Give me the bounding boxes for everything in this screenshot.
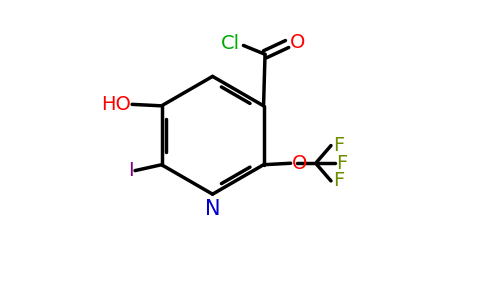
Text: F: F [333, 136, 344, 155]
Text: HO: HO [101, 95, 131, 114]
Text: O: O [292, 154, 307, 173]
Text: I: I [128, 161, 134, 180]
Text: N: N [205, 199, 220, 219]
Text: O: O [290, 33, 305, 52]
Text: Cl: Cl [221, 34, 240, 53]
Text: F: F [336, 154, 348, 173]
Text: F: F [333, 171, 344, 190]
